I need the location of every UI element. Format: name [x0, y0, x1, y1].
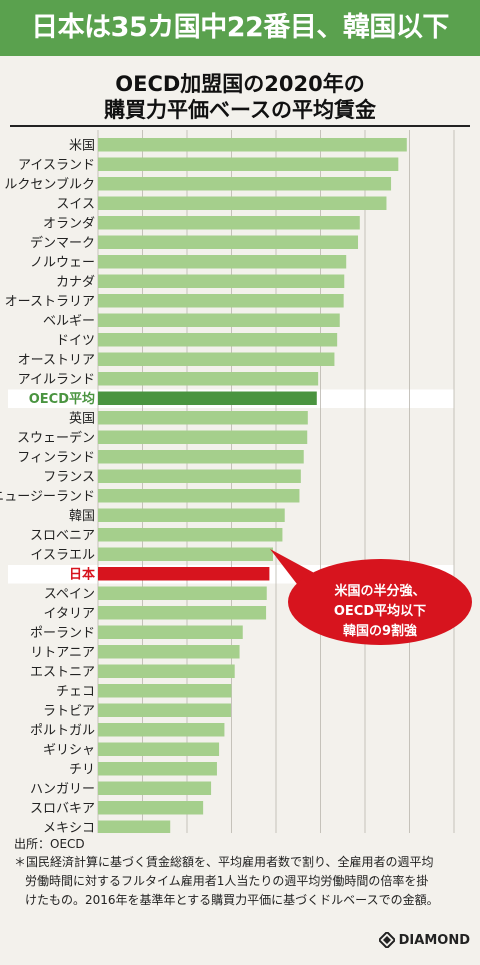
category-label: スペイン: [44, 587, 95, 602]
category-label: ハンガリー: [30, 782, 95, 797]
bar: [98, 138, 407, 152]
callout-line: 米国の半分強、: [334, 584, 426, 599]
category-label: ポルトガル: [30, 723, 95, 738]
category-label: スウェーデン: [17, 430, 95, 446]
category-label: ドイツ: [56, 333, 95, 348]
bar: [98, 547, 273, 561]
category-label: アイルランド: [18, 372, 95, 387]
bar: [98, 528, 283, 542]
callout-line: 韓国の9割強: [342, 624, 418, 639]
category-label: ルクセンブルク: [4, 176, 95, 192]
callout-text: 米国の半分強、 OECD平均以下 韓国の9割強: [300, 582, 460, 642]
bar: [98, 352, 335, 366]
footnote-line: ＊国民経済計算に基づく賃金総額を、平均雇用者数で割り、全雇用者の週平均: [14, 855, 434, 869]
diamond-logo-icon: [378, 932, 395, 948]
category-label: ベルギー: [43, 314, 95, 329]
bar: [98, 216, 360, 230]
bar: [98, 684, 232, 698]
bar: [98, 430, 308, 444]
bar-chart: 米国アイスランドルクセンブルクスイスオランダデンマークノルウェーカナダオーストラ…: [0, 130, 455, 833]
category-label: OECD平均: [29, 391, 95, 407]
category-label: メキシコ: [43, 821, 95, 833]
source-label: 出所：OECD: [14, 837, 85, 851]
bar: [98, 450, 304, 464]
headline-banner: 日本は35カ国中22番目、韓国以下: [0, 0, 480, 56]
bar: [98, 177, 392, 191]
category-label: ラトビア: [43, 704, 95, 719]
bar: [98, 781, 212, 795]
bar: [98, 762, 217, 776]
category-label: フランス: [43, 470, 95, 485]
category-label: イスラエル: [30, 548, 95, 563]
bar: [98, 606, 267, 620]
bar: [98, 411, 308, 425]
category-label: エストニア: [30, 665, 95, 680]
logo-text: DIAMOND: [398, 932, 470, 948]
category-label: フィンランド: [17, 450, 95, 465]
category-label: スロバキア: [30, 801, 95, 816]
bar: [98, 469, 301, 483]
footnote-line: 労働時間に対するフルタイム雇用者1人当たりの週平均労働時間の倍率を掛: [25, 874, 429, 888]
category-label: スイス: [56, 197, 95, 212]
chart-title-line-2: 購買力平価ベースの平均賃金: [104, 98, 376, 122]
bar: [98, 645, 240, 659]
chart-title-line-1: OECD加盟国の2020年の: [115, 72, 365, 96]
category-label: カナダ: [56, 275, 95, 290]
category-label: 日本: [69, 566, 95, 582]
bar: [98, 294, 344, 308]
bar: [98, 723, 225, 737]
bar: [98, 255, 347, 269]
publisher-logo: DIAMOND: [378, 932, 470, 948]
footnote-line: けたもの。2016年を基準年とする購買力平価に基づくドルベースでの金額。: [25, 893, 439, 907]
bar: [98, 313, 340, 327]
category-label: ニュージーランド: [0, 489, 95, 504]
category-label: ポーランド: [30, 626, 95, 641]
category-label: アイスランド: [18, 158, 95, 173]
category-label: 韓国: [69, 509, 95, 524]
category-label: 英国: [69, 411, 95, 426]
bar: [98, 664, 235, 678]
category-label: イタリア: [44, 606, 95, 621]
bar: [98, 391, 317, 405]
category-label: オーストラリア: [5, 294, 95, 309]
bar: [98, 489, 300, 503]
bar: [98, 586, 267, 600]
bar: [98, 372, 319, 386]
bar: [98, 196, 387, 210]
bar: [98, 157, 399, 171]
category-label: オーストリア: [18, 353, 95, 368]
category-label: リトアニア: [30, 645, 95, 660]
bar: [98, 703, 231, 717]
category-label: デンマーク: [30, 235, 95, 251]
category-label: ギリシャ: [43, 743, 95, 758]
bar: [98, 801, 204, 815]
category-label: スロベニア: [30, 528, 95, 543]
category-label: 米国: [69, 138, 95, 153]
bar: [98, 274, 345, 288]
bar: [98, 567, 270, 581]
category-label: チェコ: [56, 684, 95, 699]
bar: [98, 508, 285, 522]
bar: [98, 742, 220, 756]
category-label: チリ: [69, 762, 95, 777]
title-divider: [10, 125, 470, 127]
bar: [98, 235, 359, 249]
category-label: ノルウェー: [30, 255, 95, 270]
category-label: オランダ: [43, 216, 95, 231]
bar: [98, 625, 243, 639]
footnote: ＊国民経済計算に基づく賃金総額を、平均雇用者数で割り、全雇用者の週平均 労働時間…: [14, 853, 474, 910]
bar: [98, 333, 338, 347]
callout-line: OECD平均以下: [333, 604, 427, 619]
bar: [98, 820, 171, 833]
